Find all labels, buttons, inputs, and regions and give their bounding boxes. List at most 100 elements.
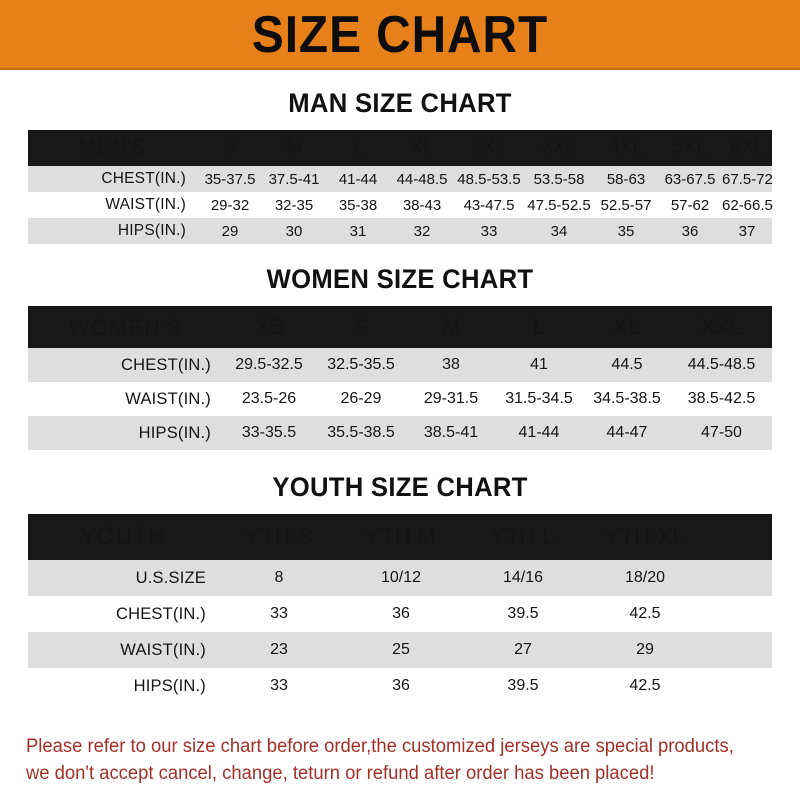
layout-spacer	[28, 704, 772, 719]
banner-title: SIZE CHART	[251, 6, 549, 64]
youth-ussize-s: 8	[274, 569, 284, 586]
man-size-table: MEN'S S M L XL 2XL 3XL 4XL 5XL 6XL CHEST…	[28, 130, 773, 244]
section-title-youth: YOUTH SIZE CHART	[272, 472, 528, 502]
women-size-col-l: L	[532, 314, 546, 339]
youth-hips-xl: 42.5	[629, 677, 661, 694]
man-hips-s: 29	[221, 222, 239, 240]
youth-size-col-empty	[706, 514, 772, 560]
women-size-col-m: M	[441, 314, 461, 339]
youth-chest-xl: 42.5	[629, 605, 661, 622]
chart-content: MAN SIZE CHART MEN'S S M L XL 2XL 3XL 4X…	[0, 70, 800, 719]
women-hips-xxl: 47-50	[701, 424, 742, 441]
youth-row-label-chest: CHEST(IN.)	[116, 604, 206, 623]
youth-waist-xl: 29	[636, 641, 654, 658]
table-row: CHEST(IN.) 35-37.5 37.5-41 41-44 44-48.5…	[28, 166, 773, 192]
youth-ussize-empty	[706, 560, 772, 596]
youth-size-col-xl: YTH XL	[604, 524, 686, 549]
youth-header-label: YOUTH	[80, 523, 166, 550]
youth-waist-m: 25	[392, 641, 410, 658]
youth-ussize-l: 14/16	[502, 569, 544, 586]
women-waist-l: 31.5-34.5	[505, 390, 573, 407]
man-hips-xl: 32	[413, 222, 431, 240]
youth-hips-empty	[706, 668, 772, 704]
man-chest-6xl: 67.5-72	[722, 170, 773, 188]
man-size-col-xl: XL	[410, 137, 434, 158]
man-chest-l: 41-44	[338, 170, 378, 188]
table-row: CHEST(IN.) 29.5-32.5 32.5-35.5 38 41 44.…	[28, 348, 772, 382]
women-waist-s: 26-29	[340, 390, 382, 407]
man-row-label-hips: HIPS(IN.)	[117, 222, 186, 239]
man-hips-m: 30	[285, 222, 303, 240]
man-size-col-6xl: 6XL	[730, 137, 764, 158]
man-size-col-l: L	[352, 137, 364, 158]
youth-hips-l: 39.5	[507, 677, 539, 694]
man-waist-l: 35-38	[338, 196, 378, 214]
man-waist-2xl: 43-47.5	[463, 196, 515, 214]
youth-waist-l: 27	[514, 641, 532, 658]
youth-size-col-s: YTH S	[245, 524, 313, 549]
women-header-row: WOMEN'S XS S M L XL XXL	[28, 306, 772, 348]
women-chest-xs: 29.5-32.5	[235, 356, 303, 373]
man-waist-4xl: 52.5-57	[600, 196, 652, 214]
women-waist-xs: 23.5-26	[241, 390, 297, 407]
man-hips-3xl: 34	[550, 222, 568, 240]
youth-row-label-waist: WAIST(IN.)	[120, 640, 206, 659]
youth-header-row: YOUTH YTH S YTH M YTH L YTH XL	[28, 514, 772, 560]
man-waist-m: 32-35	[274, 196, 314, 214]
man-hips-l: 31	[349, 222, 367, 240]
women-hips-s: 35.5-38.5	[327, 424, 395, 441]
man-size-col-m: M	[286, 137, 302, 158]
man-chest-3xl: 53.5-58	[533, 170, 585, 188]
youth-hips-m: 36	[392, 677, 410, 694]
women-chest-xxl: 44.5-48.5	[687, 356, 756, 373]
man-row-label-waist: WAIST(IN.)	[105, 196, 186, 213]
women-row-label-waist: WAIST(IN.)	[125, 389, 211, 408]
man-hips-5xl: 36	[681, 222, 699, 240]
youth-chest-l: 39.5	[507, 605, 539, 622]
youth-ussize-m: 10/12	[380, 569, 422, 586]
section-title-women: WOMEN SIZE CHART	[266, 264, 534, 294]
women-hips-xs: 33-35.5	[241, 424, 297, 441]
man-chest-xl: 44-48.5	[396, 170, 448, 188]
table-row: WAIST(IN.) 23.5-26 26-29 29-31.5 31.5-34…	[28, 382, 772, 416]
youth-hips-s: 33	[270, 677, 288, 694]
youth-chest-s: 33	[270, 605, 288, 622]
women-size-col-xs: XS	[254, 314, 284, 339]
women-chest-m: 38	[442, 356, 460, 373]
table-row: HIPS(IN.) 29 30 31 32 33 34 35 36 37	[28, 218, 772, 244]
table-row: WAIST(IN.) 23 25 27 29	[28, 632, 772, 668]
man-chest-4xl: 58-63	[606, 170, 646, 188]
man-table-head: MEN'S S M L XL 2XL 3XL 4XL 5XL 6XL	[28, 130, 772, 166]
man-waist-3xl: 47.5-52.5	[527, 196, 591, 214]
man-hips-6xl: 37	[738, 222, 756, 240]
man-waist-6xl: 62-66.5	[722, 196, 773, 214]
man-row-label-chest: CHEST(IN.)	[101, 170, 186, 187]
man-chest-m: 37.5-41	[268, 170, 320, 188]
women-size-table: WOMEN'S XS S M L XL XXL CHEST(IN.) 29.5-…	[28, 306, 772, 450]
man-hips-2xl: 33	[480, 222, 498, 240]
women-table-body: CHEST(IN.) 29.5-32.5 32.5-35.5 38 41 44.…	[28, 348, 772, 450]
table-row: HIPS(IN.) 33 36 39.5 42.5	[28, 668, 772, 704]
man-size-col-3xl: 3XL	[542, 137, 576, 158]
women-header-label: WOMEN'S	[69, 313, 182, 340]
table-row: CHEST(IN.) 33 36 39.5 42.5	[28, 596, 772, 632]
man-chest-5xl: 63-67.5	[664, 170, 716, 188]
man-size-col-4xl: 4XL	[609, 137, 643, 158]
footer-note-line-1: Please refer to our size chart before or…	[26, 735, 734, 757]
youth-waist-s: 23	[270, 641, 288, 658]
man-header-row: MEN'S S M L XL 2XL 3XL 4XL 5XL 6XL	[28, 130, 772, 166]
women-size-col-xl: XL	[613, 314, 641, 339]
youth-size-col-m: YTH M	[365, 524, 437, 549]
women-waist-xxl: 38.5-42.5	[687, 390, 756, 407]
page-banner: SIZE CHART	[0, 0, 800, 70]
women-waist-xl: 34.5-38.5	[593, 390, 661, 407]
youth-size-col-l: YTH L	[490, 524, 556, 549]
man-chest-2xl: 48.5-53.5	[457, 170, 521, 188]
women-table-head: WOMEN'S XS S M L XL XXL	[28, 306, 772, 348]
youth-table-body: U.S.SIZE 8 10/12 14/16 18/20 CHEST(IN.) …	[28, 560, 772, 704]
youth-chest-empty	[706, 596, 772, 632]
man-waist-5xl: 57-62	[670, 196, 710, 214]
man-header-label: MEN'S	[79, 136, 147, 159]
man-waist-xl: 38-43	[402, 196, 442, 214]
